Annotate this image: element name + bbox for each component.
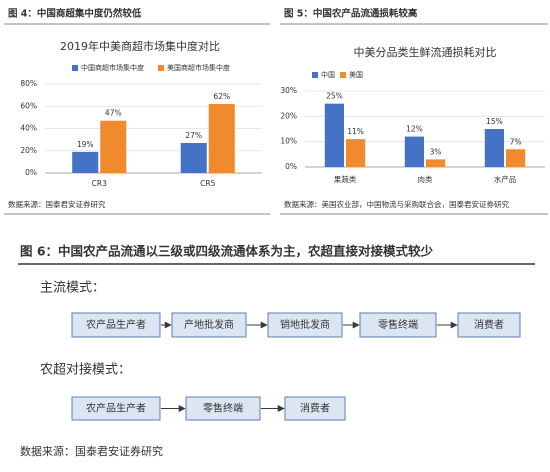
y-tick-label: 0% [285, 162, 297, 171]
value-label: 11% [347, 127, 364, 136]
bar [346, 139, 366, 167]
y-tick-label: 40% [20, 124, 37, 133]
source-note: 数据来源：国泰君安证券研究 [20, 444, 163, 458]
figure-heading: 图 6：中国农产品流通以三级或四级流通体系为主，农超直接对接模式较少 [20, 244, 434, 259]
source-note: 数据来源：美国农业部，中国物流与采购联合会，国泰君安证券研究 [284, 199, 509, 209]
flow-box-label: 农产品生产者 [86, 318, 146, 331]
row-label: 主流模式： [40, 281, 105, 296]
y-tick-label: 80% [20, 79, 37, 88]
legend-swatch [312, 72, 318, 78]
x-tick-label: 肉类 [418, 174, 433, 184]
value-label: 27% [185, 131, 202, 140]
x-tick-label: CR5 [200, 179, 215, 188]
value-label: 47% [105, 109, 122, 118]
value-label: 7% [510, 137, 522, 146]
legend-swatch [340, 72, 346, 78]
legend-label: 美国商超市场集中度 [167, 63, 230, 72]
legend-label: 美国 [349, 70, 363, 79]
value-label: 3% [430, 147, 442, 156]
flow-box [457, 312, 521, 338]
flow-box-label: 销地批发商 [280, 318, 330, 331]
y-tick-label: 20% [20, 146, 37, 155]
bar [324, 103, 344, 167]
bar [506, 149, 526, 167]
value-label: 25% [326, 92, 343, 101]
flow-box-label: 消费者 [474, 318, 504, 331]
y-tick-label: 20% [280, 111, 297, 120]
legend-label: 中国商超市场集中度 [81, 63, 144, 72]
flow-box [284, 396, 346, 421]
bar [484, 129, 504, 167]
bar [426, 159, 446, 167]
row-label: 农超对接模式： [40, 362, 131, 378]
y-tick-label: 60% [20, 101, 37, 110]
flow-box [267, 312, 343, 338]
value-label: 62% [213, 92, 230, 101]
y-tick-label: 30% [280, 86, 297, 95]
flow-box [71, 312, 161, 338]
flow-box-label: 零售终端 [378, 318, 418, 331]
chart-title: 2019年中美商超市场集中度对比 [60, 39, 220, 53]
bar [404, 136, 424, 167]
legend-swatch [72, 65, 78, 71]
flow-box [171, 312, 247, 338]
x-tick-label: 水产品 [494, 174, 517, 184]
legend-label: 中国 [321, 70, 335, 79]
value-label: 15% [486, 117, 503, 126]
value-label: 12% [406, 125, 423, 134]
figure-heading: 图 4：中国商超集中度仍然较低 [8, 8, 142, 20]
source-note: 数据来源：国泰君安证券研究 [8, 199, 106, 209]
x-tick-label: CR3 [92, 179, 107, 188]
flow-box [71, 396, 161, 421]
flow-box [359, 312, 437, 338]
bar [180, 142, 207, 173]
y-tick-label: 0% [25, 168, 37, 177]
flow-box [185, 396, 261, 421]
flow-box-label: 消费者 [300, 402, 330, 415]
y-tick-label: 10% [280, 137, 297, 146]
flow-box-label: 农产品生产者 [86, 402, 146, 415]
flow-box-label: 产地批发商 [184, 318, 234, 331]
legend-swatch [158, 65, 164, 71]
bar [208, 104, 235, 173]
x-tick-label: 果蔬类 [334, 174, 357, 184]
figure-heading: 图 5：中国农产品流通损耗较高 [284, 8, 418, 20]
value-label: 19% [77, 140, 94, 149]
chart-title: 中美分品类生鲜流通损耗对比 [354, 45, 497, 59]
flow-box-label: 零售终端 [203, 402, 243, 415]
bar [72, 151, 99, 173]
bar [100, 120, 127, 173]
